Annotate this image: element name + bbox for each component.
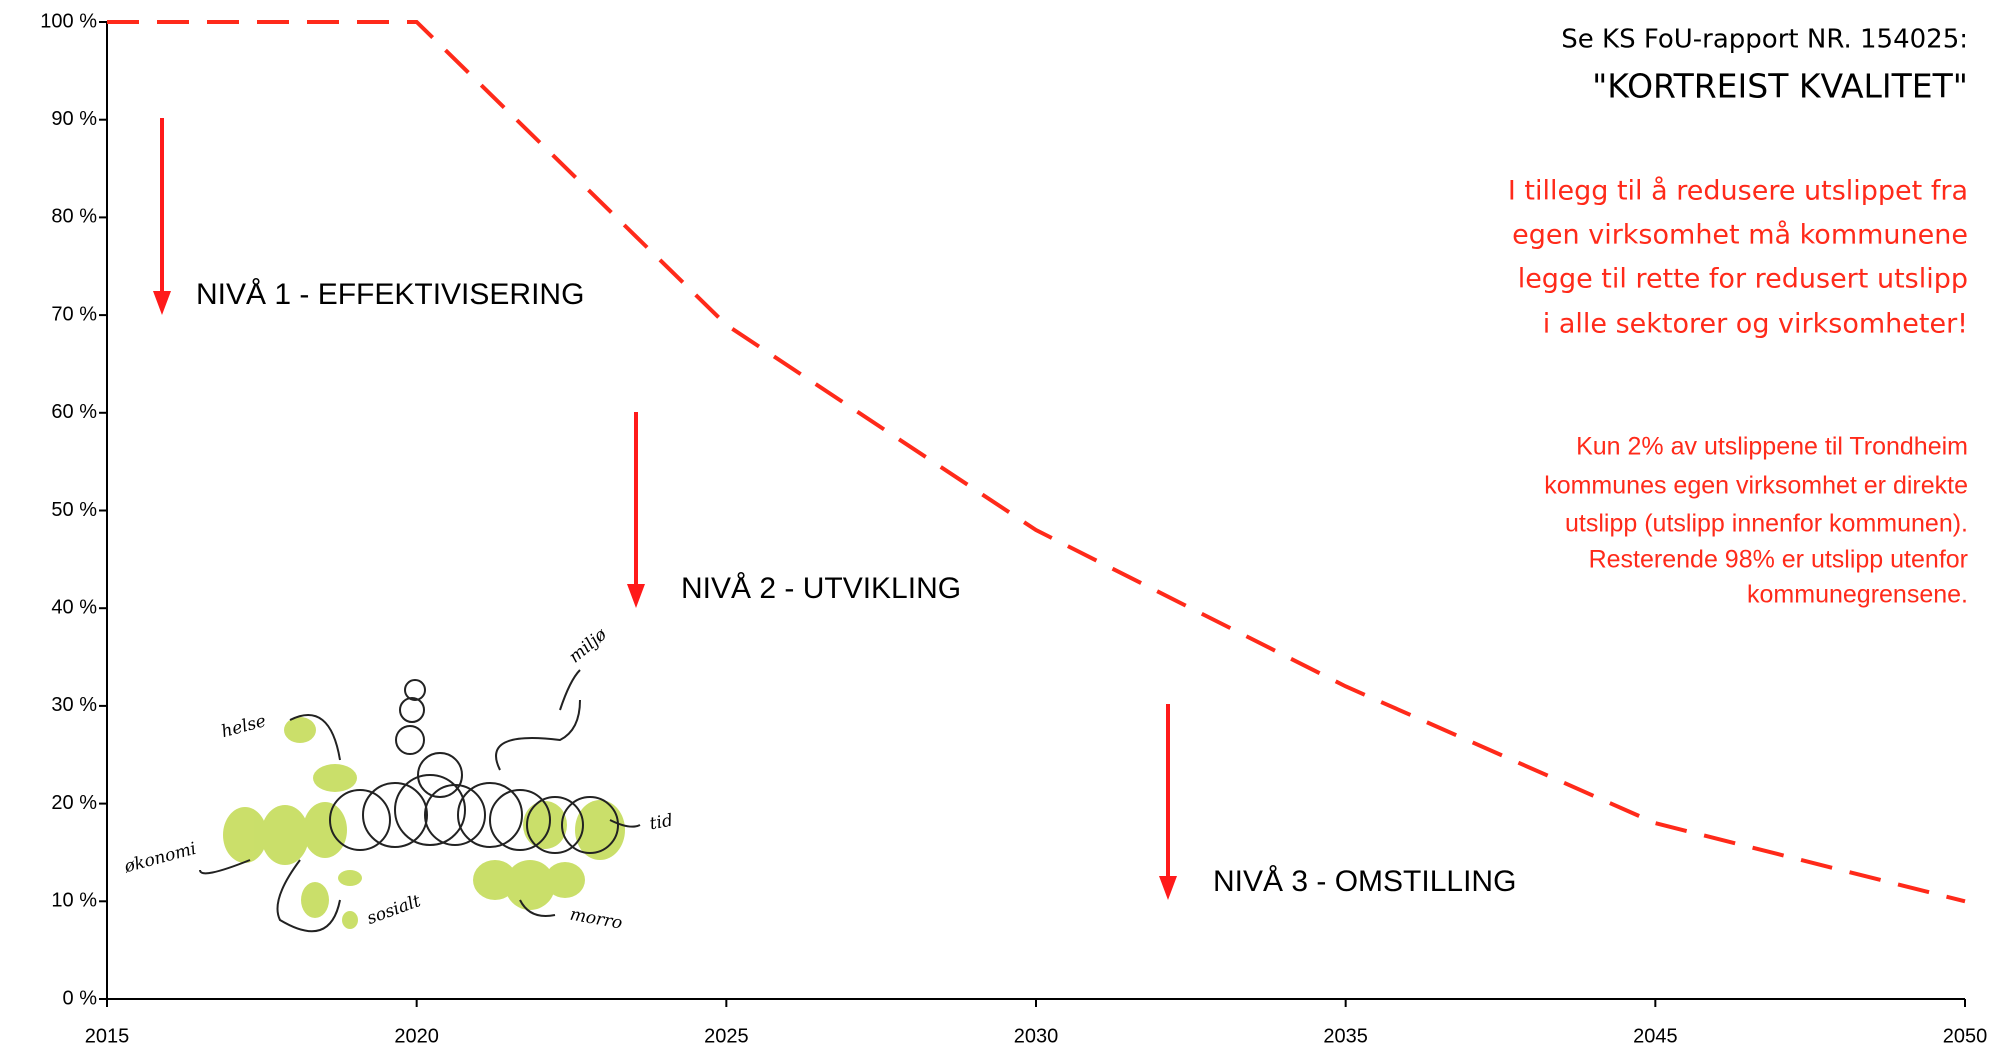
x-tick-label: 2020 [394, 1025, 439, 1047]
note-line: kommunegrensene. [1747, 581, 1968, 609]
y-tick-label: 0 % [63, 987, 98, 1009]
trend-line [107, 20, 1966, 904]
x-tick-label: 2045 [1633, 1025, 1678, 1047]
arrow-head [627, 584, 645, 608]
y-tick-label: 50 % [51, 499, 97, 521]
sketch-label: miljø [565, 624, 611, 667]
y-tick-label: 60 % [51, 401, 97, 423]
note-line: legge til rette for redusert utslipp [1518, 264, 1968, 295]
y-tick-label: 80 % [51, 206, 97, 228]
reference-title: "KORTREIST KVALITET" [1592, 67, 1968, 106]
level-label: NIVÅ 3 - OMSTILLING [1213, 865, 1516, 898]
y-tick-label: 30 % [51, 694, 97, 716]
note-line: I tillegg til å redusere utslippet fra [1508, 176, 1968, 207]
y-tick-label: 70 % [51, 303, 97, 325]
sketch-label: økonomi [121, 839, 198, 878]
sketch-label: helse [219, 711, 268, 742]
level-label: NIVÅ 2 - UTVIKLING [681, 572, 961, 605]
note-line: kommunes egen virksomhet er direkte [1544, 472, 1968, 500]
reference-line: Se KS FoU-rapport NR. 154025: [1561, 25, 1968, 55]
note-line: i alle sektorer og virksomheter! [1543, 309, 1968, 340]
x-tick-label: 2025 [704, 1025, 749, 1047]
arrow-head [1159, 876, 1177, 900]
y-tick-label: 10 % [51, 890, 97, 912]
arrow-head [153, 291, 171, 315]
y-tick-label: 100 % [40, 10, 97, 32]
note-line: Resterende 98% er utslipp utenfor [1589, 546, 1968, 574]
y-tick-label: 90 % [51, 108, 97, 130]
x-tick-label: 2015 [85, 1025, 130, 1047]
x-tick-label: 2050 [1943, 1025, 1988, 1047]
note-line: utslipp (utslipp innenfor kommunen). [1565, 510, 1968, 538]
x-tick-label: 2030 [1014, 1025, 1059, 1047]
y-tick-label: 20 % [51, 792, 97, 814]
note-line: egen virksomhet må kommunene [1512, 220, 1968, 251]
note-line: Kun 2% av utslippene til Trondheim [1576, 433, 1968, 461]
sketch: helse miljø tid morro sosialt økonomi [121, 624, 674, 933]
sketch-label: tid [648, 811, 674, 835]
sketch-label: morro [568, 905, 624, 934]
y-tick-label: 40 % [51, 596, 97, 618]
sketch-label: sosialt [364, 891, 423, 929]
level-label: NIVÅ 1 - EFFEKTIVISERING [196, 278, 584, 311]
x-tick-label: 2035 [1323, 1025, 1368, 1047]
